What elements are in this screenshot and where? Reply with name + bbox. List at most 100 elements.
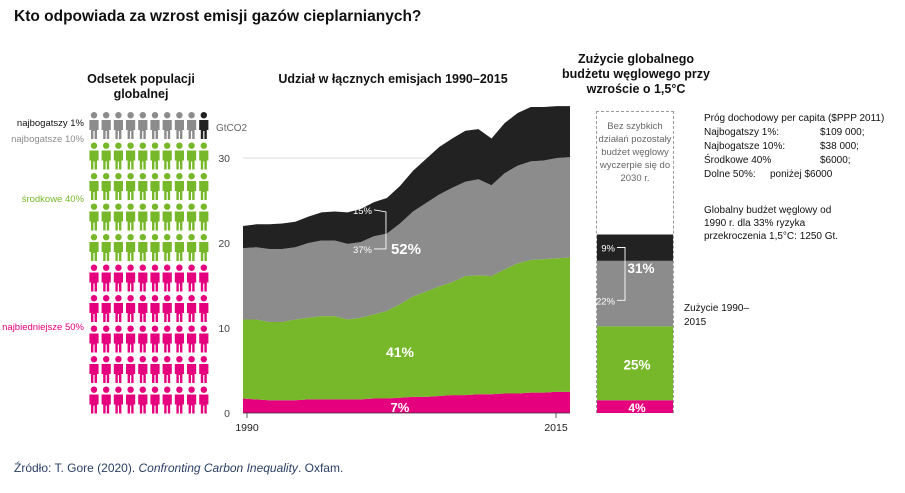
person-icon <box>126 295 136 322</box>
person-icon <box>199 142 209 170</box>
y-tick-label: 10 <box>218 323 230 335</box>
person-icon <box>199 386 209 414</box>
person-icon <box>113 295 123 322</box>
income-title: Próg dochodowy per capita ($PPP 2011) <box>704 113 885 124</box>
person-icon <box>199 295 209 322</box>
person-icon <box>162 173 172 200</box>
person-icon <box>150 295 160 322</box>
person-icon <box>150 325 160 353</box>
person-icon <box>199 112 209 139</box>
person-icon <box>126 234 136 261</box>
y-axis-unit: GtCO2 <box>216 123 248 134</box>
budget-header: Zużycie globalnego budżetu węglowego prz… <box>562 52 710 96</box>
person-icon <box>126 142 136 170</box>
income-row-value: poniżej $6000 <box>770 169 833 180</box>
income-row-group: Dolne 50%: <box>704 169 756 180</box>
source-prefix: Źródło: T. Gore (2020). <box>14 461 139 475</box>
person-icon <box>126 264 136 292</box>
share-label-bottom50: 7% <box>391 400 410 415</box>
person-icon <box>187 142 197 170</box>
person-icon <box>89 112 99 139</box>
person-icon <box>199 173 209 200</box>
person-icon <box>162 203 172 231</box>
remaining-budget-note: Bez szybkich działań pozostały budżet wę… <box>598 121 672 184</box>
person-icon <box>199 234 209 261</box>
person-icon <box>113 264 123 292</box>
x-tick-label: 2015 <box>544 422 568 434</box>
y-tick-label: 0 <box>224 408 230 420</box>
person-icon <box>174 234 184 261</box>
emissions-header: Udział w łącznych emisjach 1990–2015 <box>278 72 508 86</box>
person-icon <box>101 386 111 414</box>
person-icon <box>89 264 99 292</box>
person-icon <box>138 325 148 353</box>
person-icon <box>101 203 111 231</box>
person-icon <box>162 264 172 292</box>
person-icon <box>174 325 184 353</box>
person-icon <box>138 295 148 322</box>
income-row-value: $38 000; <box>820 141 859 152</box>
person-icon <box>138 356 148 383</box>
budget-label-top1: 9% <box>601 244 615 255</box>
person-icon <box>199 325 209 353</box>
person-icon <box>162 356 172 383</box>
person-icon <box>187 356 197 383</box>
person-icon <box>89 386 99 414</box>
person-icon <box>101 112 111 139</box>
person-icon <box>187 295 197 322</box>
person-icon <box>126 356 136 383</box>
person-icon <box>162 112 172 139</box>
person-icon <box>113 234 123 261</box>
income-row-group: Najbogatszy 1%: <box>704 127 780 138</box>
person-icon <box>138 234 148 261</box>
income-row-group: Najbogatsze 10%: <box>704 141 786 152</box>
person-icon <box>101 295 111 322</box>
person-icon <box>187 234 197 261</box>
income-thresholds: Próg dochodowy per capita ($PPP 2011) Na… <box>704 112 904 182</box>
person-icon <box>174 386 184 414</box>
budget-bar: 4% 25% 31% 9% 22% <box>596 234 673 415</box>
share-bracket <box>373 209 387 250</box>
person-icon <box>174 356 184 383</box>
person-icon <box>187 386 197 414</box>
budget-label-middle40: 25% <box>623 357 650 372</box>
budget-used-note: Zużycie 1990–2015 <box>684 303 750 328</box>
population-pictogram <box>89 112 209 414</box>
person-icon <box>89 142 99 170</box>
person-icon <box>199 264 209 292</box>
person-icon <box>126 325 136 353</box>
person-icon <box>138 203 148 231</box>
group-label-bottom50: najbiedniejsze 50% <box>2 322 84 333</box>
budget-label-combined: 31% <box>627 261 654 276</box>
person-icon <box>89 295 99 322</box>
share-label-top1: 15% <box>353 206 373 217</box>
source-suffix: . Oxfam. <box>297 461 344 475</box>
y-tick-label: 30 <box>218 153 230 165</box>
budget-segment <box>597 234 673 261</box>
area-series <box>243 157 570 323</box>
person-icon <box>150 234 160 261</box>
emissions-area-chart: 0 10 20 30 GtCO2 1990 2015 7% 41% 52% 15% 37% <box>216 106 570 434</box>
person-icon <box>174 173 184 200</box>
person-icon <box>187 173 197 200</box>
budget-segment <box>597 400 673 413</box>
person-icon <box>89 203 99 231</box>
group-label-top10: najbogatsze 10% <box>11 134 84 145</box>
group-label-middle40: środkowe 40% <box>21 194 84 205</box>
person-icon <box>187 112 197 139</box>
area-series <box>243 257 570 401</box>
person-icon <box>150 386 160 414</box>
budget-label-top10: 22% <box>596 296 616 307</box>
person-icon <box>187 264 197 292</box>
source-citation: Źródło: T. Gore (2020). Confronting Carb… <box>14 461 343 475</box>
area-series <box>243 106 570 249</box>
person-icon <box>150 264 160 292</box>
person-icon <box>187 203 197 231</box>
person-icon <box>138 112 148 139</box>
person-icon <box>187 325 197 353</box>
budget-label-bottom50: 4% <box>628 401 646 415</box>
person-icon <box>138 142 148 170</box>
person-icon <box>126 173 136 200</box>
person-icon <box>174 264 184 292</box>
person-icon <box>101 234 111 261</box>
